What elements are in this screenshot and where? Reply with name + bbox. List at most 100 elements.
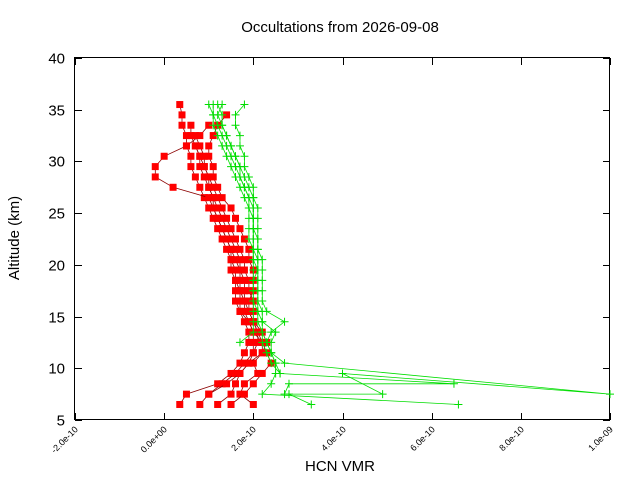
data-point [245,256,253,264]
data-point [223,225,231,233]
data-point [606,390,614,399]
data-point [214,194,222,202]
data-point [232,380,239,388]
series-line [154,124,254,405]
data-point [214,183,222,191]
data-point [213,131,222,140]
data-point [245,359,253,367]
y-tick-label: 5 [57,413,65,430]
data-point [378,390,387,399]
data-point [236,369,244,377]
data-point [258,338,267,347]
data-point [254,328,262,336]
x-axis: -2.0e-10 0.0e+00 2.0e-10 4.0e-10 6.0e-10 8.0e… [49,58,615,455]
data-point [235,162,244,171]
data-point [223,380,231,388]
data-point [232,245,239,253]
data-point [253,266,262,275]
data-point [307,400,316,409]
data-point [196,142,204,150]
data-point [227,245,235,253]
data-point [236,359,244,367]
data-point [205,194,213,202]
data-point [280,359,289,368]
data-point [240,318,248,326]
data-point [196,152,204,160]
y-tick-label: 20 [48,258,65,275]
data-point [209,173,217,181]
data-point [209,204,217,212]
data-point [240,276,248,284]
x-axis-label: HCN VMR [305,458,375,475]
data-point [240,256,248,264]
data-point [240,287,248,295]
data-point [235,141,244,150]
data-point [253,245,262,254]
data-point [222,152,231,161]
data-point [227,204,235,212]
y-axis-label: Altitude (km) [6,196,23,280]
data-point [236,276,244,284]
data-point [227,256,235,264]
data-point [245,287,253,295]
data-point [160,152,168,160]
data-point [271,328,280,337]
data-point [249,214,258,223]
data-point [232,276,239,284]
data-point [235,131,244,140]
data-point [205,204,213,212]
data-point [209,163,217,171]
data-point [236,266,244,274]
data-point [182,132,190,140]
data-point [151,173,159,181]
data-point [223,214,231,222]
data-point [267,379,276,388]
data-point [214,225,222,233]
data-point [258,307,267,316]
chart-title: Occultations from 2026-09-08 [241,19,439,36]
data-point [249,328,258,337]
data-point [187,163,195,171]
data-point [205,142,213,150]
data-point [209,121,218,130]
data-point [187,152,195,160]
y-tick-label: 35 [48,103,65,120]
data-point [240,349,248,357]
data-point [236,287,244,295]
data-point [191,173,199,181]
data-point [249,276,258,285]
data-point [267,338,276,347]
data-point [231,152,240,161]
data-point [205,390,213,398]
data-point [213,100,222,109]
data-point [227,390,235,398]
series-green [231,100,614,409]
data-point [151,163,159,171]
data-point [240,390,248,398]
data-point [214,380,222,388]
data-point [249,349,257,357]
data-point [205,183,213,191]
data-point [449,379,458,388]
plot-frame [74,57,610,420]
data-point [187,121,195,129]
data-point [249,224,258,233]
data-point [232,256,239,264]
x-tick-label: 2.0e-10 [229,424,258,453]
data-point [232,369,239,377]
series-line [179,104,250,405]
data-point [209,194,217,202]
data-point [218,204,226,212]
data-point [240,235,248,243]
data-point [231,110,240,119]
data-point [223,235,231,243]
data-point [182,142,190,150]
data-point [200,163,208,171]
data-point [196,163,204,171]
y-tick-label: 30 [48,154,65,171]
data-point [209,214,217,222]
series-green [213,100,262,347]
data-point [240,172,249,181]
data-point [218,214,226,222]
